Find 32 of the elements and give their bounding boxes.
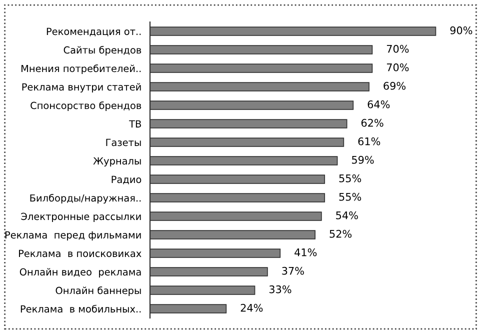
data-label: 54% — [336, 211, 358, 220]
y-tick-label: Газеты — [106, 138, 141, 146]
data-label: 70% — [386, 44, 409, 53]
data-label: 24% — [240, 304, 263, 312]
data-label: 33% — [269, 285, 292, 294]
data-label: 55% — [339, 192, 362, 201]
y-tick-label: Рекомендация от.. — [46, 28, 141, 36]
data-label: 41% — [294, 248, 317, 256]
data-label: 70% — [386, 63, 409, 72]
y-tick-label: Реклама в поисковиках — [19, 250, 142, 258]
data-label: 90% — [450, 26, 472, 34]
y-tick-label: Электронные рассылки — [21, 212, 141, 222]
y-tick-label: Радио — [112, 176, 142, 184]
data-label: 62% — [361, 118, 384, 127]
data-label: 61% — [358, 137, 380, 146]
y-tick-label: Сайты брендов — [64, 46, 142, 56]
y-tick-label: ТВ — [129, 120, 141, 128]
y-tick-label: Реклама внутри статей — [22, 83, 141, 92]
data-label: 37% — [282, 266, 304, 275]
y-tick-label: Реклама перед фильмами — [5, 231, 141, 240]
y-tick-label: Онлайн видео реклама — [20, 268, 141, 278]
data-label: 64% — [368, 100, 390, 108]
data-label: 59% — [352, 156, 374, 164]
data-label: 69% — [384, 82, 406, 90]
y-tick-label: Реклама в мобильных.. — [20, 304, 141, 313]
y-tick-label: Билборды/наружная.. — [30, 194, 141, 204]
data-label: 52% — [330, 230, 352, 238]
y-tick-label: Онлайн баннеры — [56, 286, 141, 296]
y-tick-label: Спонсорство брендов — [30, 101, 142, 112]
y-tick-label: Мнения потребителей.. — [22, 64, 141, 74]
y-tick-label: Журналы — [93, 157, 141, 166]
data-label: 55% — [339, 174, 362, 182]
